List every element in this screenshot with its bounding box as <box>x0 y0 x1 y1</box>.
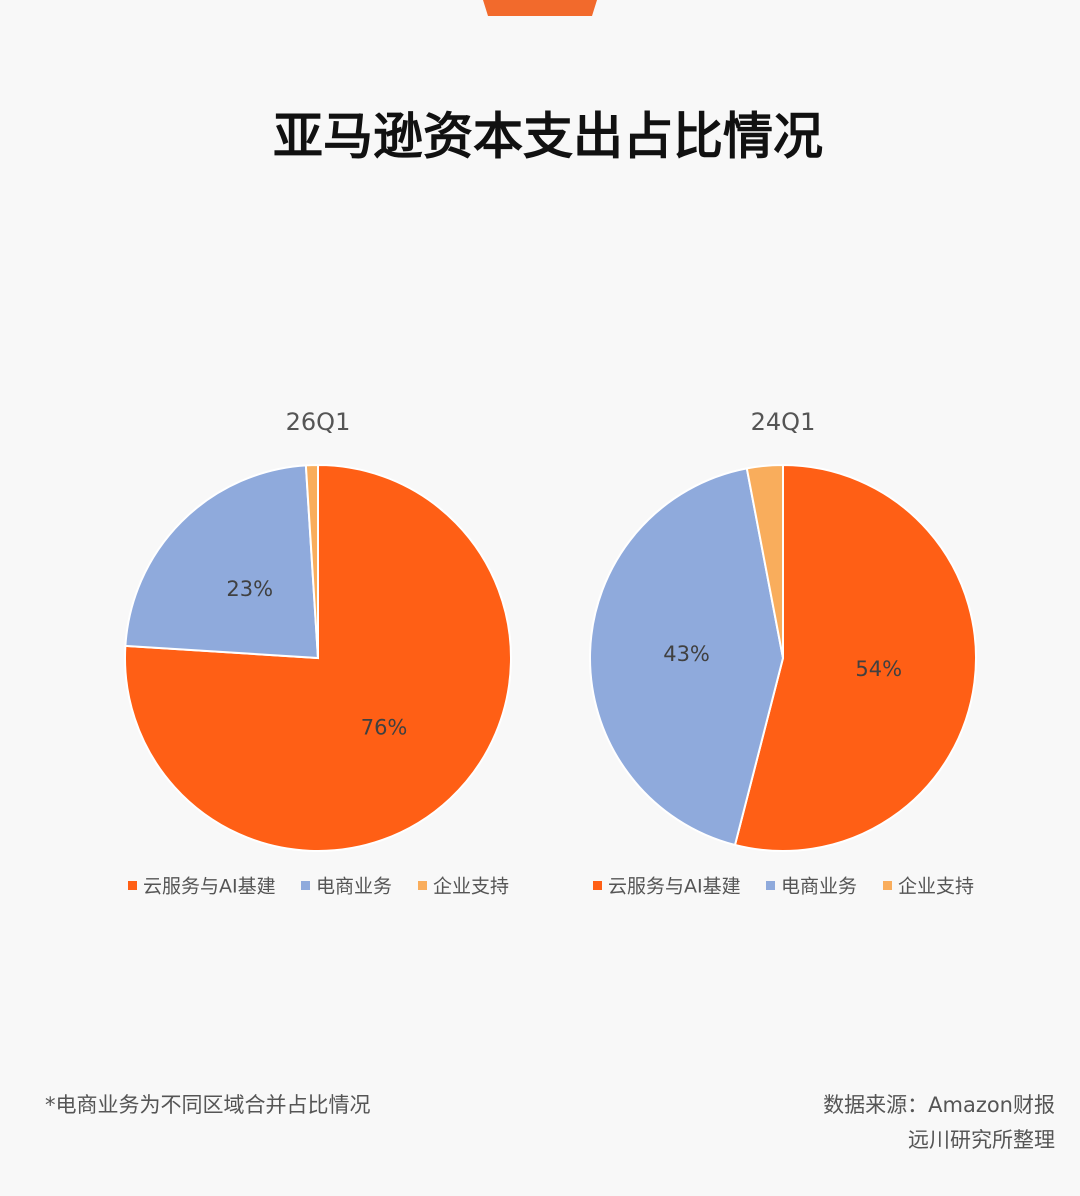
legend-marker <box>593 881 602 890</box>
legend-label: 企业支持 <box>898 876 974 898</box>
pie-slice <box>733 463 977 852</box>
legend-label: 电商业务 <box>781 876 857 898</box>
data-label: 54% <box>855 657 902 681</box>
legend-label: 云服务与AI基建 <box>143 876 276 898</box>
pie-slice <box>124 464 320 660</box>
pie-slice <box>304 463 319 659</box>
data-label: 23% <box>226 577 273 601</box>
legend-marker <box>128 881 137 890</box>
legend-marker <box>418 881 427 890</box>
data-label: 43% <box>663 642 710 666</box>
legend-marker <box>883 881 892 890</box>
source: 远川研究所整理 <box>908 1128 1055 1152</box>
chart-subtitle: 24Q1 <box>751 408 816 436</box>
page-title: 亚马逊资本支出占比情况 <box>273 108 823 166</box>
top-tab <box>483 0 597 16</box>
legend-label: 云服务与AI基建 <box>608 876 741 898</box>
chart-subtitle: 26Q1 <box>286 408 351 436</box>
legend-label: 企业支持 <box>433 876 509 898</box>
data-label: 76% <box>361 715 408 739</box>
footnote: *电商业务为不同区域合并占比情况 <box>45 1093 371 1117</box>
source: 数据来源：Amazon财报 <box>823 1093 1055 1117</box>
pie-slice <box>124 463 512 852</box>
pie-slice <box>745 463 784 659</box>
legend-label: 电商业务 <box>316 876 392 898</box>
legend-marker <box>766 881 775 890</box>
pie-slice <box>589 467 785 847</box>
legend-marker <box>301 881 310 890</box>
